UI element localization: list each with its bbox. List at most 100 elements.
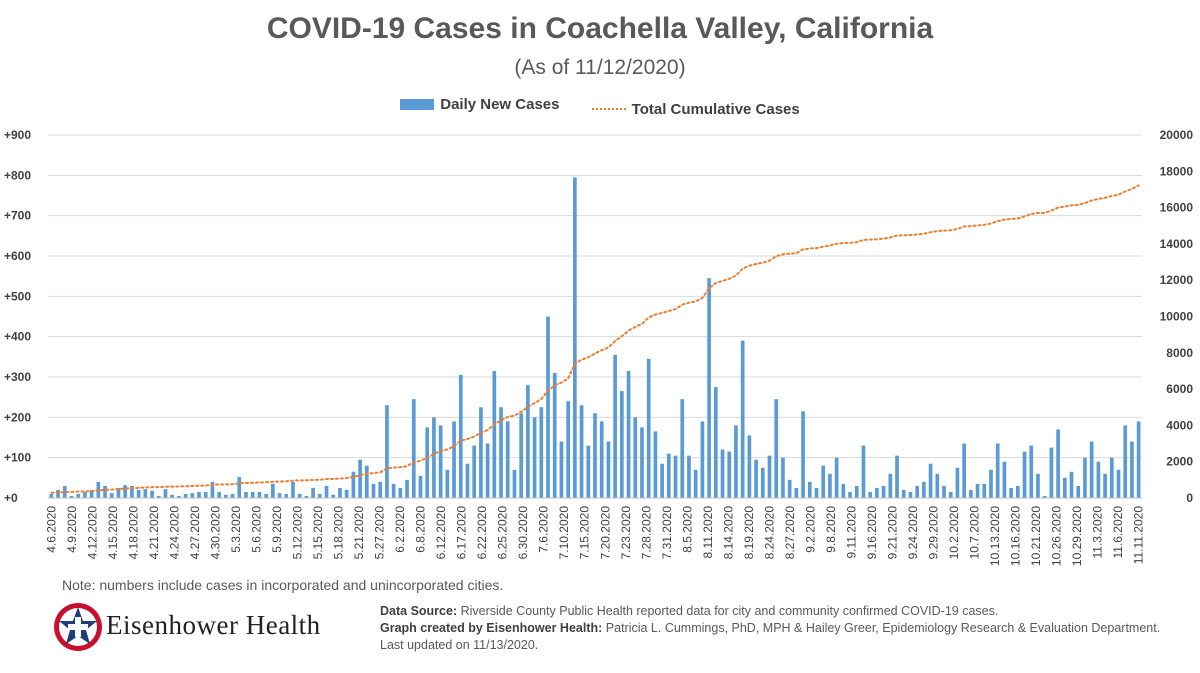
y-left-tick-label: +800: [4, 168, 31, 182]
bar-daily-cases: [391, 483, 396, 498]
y-right-tick-label: 2000: [1166, 455, 1193, 469]
x-tick-label: 11.3.2020: [1091, 506, 1105, 559]
x-tick-label: 5.21.2020: [352, 506, 366, 560]
x-tick-label: 6.17.2020: [455, 506, 469, 560]
legend-line-swatch: [591, 108, 626, 110]
bar-daily-cases: [398, 487, 403, 498]
bar-daily-cases: [734, 425, 738, 498]
bar-daily-cases: [895, 455, 899, 498]
bar-daily-cases: [774, 399, 779, 498]
logo-wordmark: Eisenhower Health: [106, 610, 321, 640]
x-tick-label: 10.2.2020: [947, 506, 961, 560]
bar-daily-cases: [203, 491, 208, 498]
y-left-tick-label: +100: [4, 451, 31, 465]
source-credits: Data Source: Riverside County Public Hea…: [380, 603, 1170, 654]
bar-daily-cases: [922, 481, 926, 498]
bar-daily-cases: [465, 463, 470, 498]
x-tick-label: 9.21.2020: [886, 506, 900, 560]
x-tick-label: 4.30.2020: [209, 506, 223, 560]
bar-daily-cases: [653, 431, 658, 498]
bar-daily-cases: [767, 455, 772, 498]
bar-daily-cases: [452, 421, 456, 498]
bar-daily-cases: [103, 485, 107, 498]
bar-daily-cases: [727, 451, 732, 498]
bar-daily-cases: [1096, 461, 1101, 498]
bar-daily-cases: [264, 493, 268, 498]
bar-daily-cases: [982, 483, 987, 498]
bar-daily-cases: [257, 491, 262, 498]
bar-daily-cases: [673, 455, 678, 498]
bar-daily-cases: [834, 457, 839, 498]
credit-text: Patricia L. Cummings, PhD, MPH & Hailey …: [380, 621, 1161, 652]
bar-daily-cases: [1069, 471, 1074, 498]
bar-daily-cases: [485, 443, 490, 498]
y-left-tick-label: +700: [4, 209, 31, 223]
bar-daily-cases: [492, 370, 497, 498]
bar-daily-cases: [109, 493, 114, 498]
credit-label: Graph created by Eisenhower Health:: [380, 621, 603, 635]
bar-daily-cases: [418, 475, 423, 498]
bar-daily-cases: [378, 481, 383, 498]
x-tick-label: 5.12.2020: [291, 506, 305, 560]
bar-daily-cases: [297, 493, 302, 498]
bar-daily-cases: [177, 495, 181, 498]
bar-daily-cases: [250, 491, 255, 498]
x-tick-label: 11.11.2020: [1132, 506, 1146, 565]
bar-daily-cases: [1009, 487, 1013, 498]
bar-daily-cases: [237, 477, 242, 498]
bar-daily-cases: [1022, 451, 1027, 498]
bar-daily-cases: [230, 493, 235, 498]
bar-daily-cases: [640, 427, 644, 498]
x-tick-label: 4.24.2020: [167, 506, 181, 560]
bar-daily-cases: [291, 481, 295, 498]
star-cross-logo-icon: [54, 603, 102, 651]
bar-daily-cases: [1123, 425, 1128, 498]
bar-daily-cases: [955, 467, 960, 498]
bar-daily-cases: [888, 473, 893, 498]
bar-daily-cases: [666, 453, 671, 498]
x-tick-label: 4.27.2020: [188, 506, 202, 560]
x-tick-label: 9.24.2020: [906, 506, 920, 560]
bar-daily-cases: [197, 491, 201, 498]
y-left-tick-label: +200: [4, 410, 31, 424]
x-tick-label: 6.22.2020: [475, 506, 489, 560]
bar-daily-cases: [573, 177, 577, 498]
bar-daily-cases: [613, 354, 617, 498]
bar-daily-cases: [1049, 447, 1054, 498]
bar-daily-cases: [1029, 445, 1034, 498]
x-tick-label: 7.10.2020: [557, 506, 571, 560]
bar-daily-cases: [512, 469, 517, 498]
bar-daily-cases: [526, 385, 530, 498]
bar-daily-cases: [76, 493, 81, 498]
y-right-tick-label: 16000: [1160, 201, 1194, 215]
bar-daily-cases: [848, 491, 852, 498]
bar-daily-cases: [324, 485, 329, 498]
bar-daily-cases: [304, 495, 309, 498]
chart-legend: Daily New Cases Total Cumulative Cases: [0, 96, 1200, 118]
chart-title: COVID-19 Cases in Coachella Valley, Cali…: [266, 12, 934, 45]
bar-daily-cases: [358, 459, 362, 498]
bar-daily-cases: [1103, 473, 1107, 498]
bar-daily-cases: [559, 441, 564, 498]
x-tick-label: 8.5.2020: [680, 506, 694, 553]
y-right-tick-label: 14000: [1160, 237, 1194, 251]
bar-daily-cases: [680, 399, 685, 498]
bar-daily-cases: [69, 495, 74, 498]
bar-daily-cases: [552, 372, 557, 498]
bar-daily-cases: [989, 469, 993, 498]
bar-daily-cases: [123, 485, 128, 498]
bar-daily-cases: [385, 405, 389, 498]
x-tick-label: 4.9.2020: [65, 506, 79, 553]
x-tick-label: 4.15.2020: [106, 506, 120, 560]
x-tick-label: 5.3.2020: [229, 506, 243, 553]
bar-daily-cases: [499, 407, 503, 498]
bar-daily-cases: [948, 491, 953, 498]
bar-daily-cases: [861, 445, 866, 498]
bar-daily-cases: [505, 421, 510, 498]
bar-daily-cases: [821, 465, 826, 498]
x-tick-label: 6.25.2020: [496, 506, 510, 560]
x-tick-label: 5.18.2020: [332, 506, 346, 560]
data-source-text: Riverside County Public Health reported …: [460, 604, 999, 618]
bar-daily-cases: [747, 435, 752, 498]
bar-daily-cases: [1015, 485, 1020, 498]
